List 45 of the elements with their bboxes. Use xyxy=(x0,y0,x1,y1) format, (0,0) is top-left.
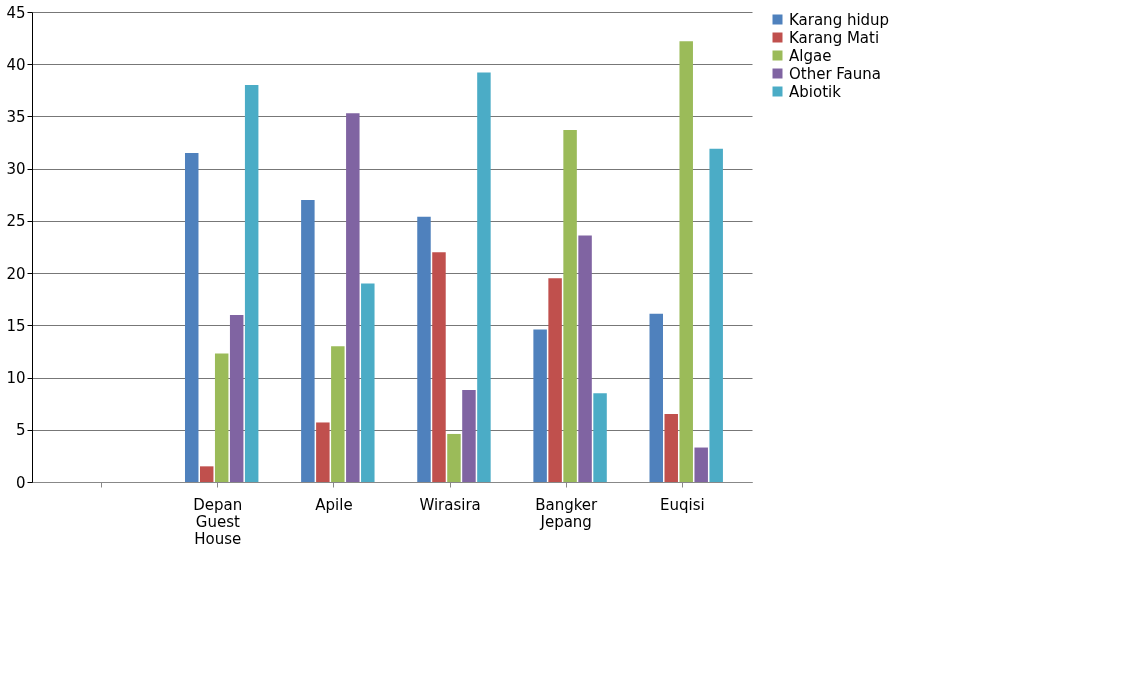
y-tick-label: 45 xyxy=(6,3,26,22)
bar xyxy=(649,313,663,482)
bar xyxy=(709,148,723,482)
bar xyxy=(346,113,360,482)
bar xyxy=(199,466,214,482)
legend-label: Karang Mati xyxy=(789,28,880,47)
y-tick-label: 40 xyxy=(6,55,26,74)
bar xyxy=(447,433,461,482)
bar xyxy=(694,447,708,482)
bar xyxy=(417,216,431,482)
legend-label: Algae xyxy=(789,46,832,65)
bar xyxy=(563,130,577,482)
bar xyxy=(316,422,330,482)
y-tick-label: 15 xyxy=(6,316,26,335)
legend-label: Abiotik xyxy=(789,82,842,101)
y-tick-label: 0 xyxy=(15,473,26,492)
legend-label: Karang hidup xyxy=(789,10,890,29)
bar xyxy=(331,346,345,482)
bar xyxy=(301,200,315,482)
bar xyxy=(578,235,592,482)
x-tick-label: Wirasira xyxy=(419,495,481,514)
x-tick-label: Bangker Jepang xyxy=(535,495,599,531)
bar xyxy=(679,41,693,482)
x-tick-label: Apile xyxy=(315,495,353,514)
bar xyxy=(214,353,229,482)
y-tick-label: 10 xyxy=(6,369,26,388)
y-tick-label: 20 xyxy=(6,264,26,283)
bar xyxy=(462,390,476,482)
bar xyxy=(548,278,562,482)
y-tick-label: 35 xyxy=(6,107,26,126)
legend-label: Other Fauna xyxy=(789,64,882,83)
x-tick-label: Euqisi xyxy=(659,495,705,514)
y-tick-label: 5 xyxy=(15,421,26,440)
bar xyxy=(229,314,244,482)
bar xyxy=(593,393,607,482)
bar xyxy=(244,85,259,482)
bar xyxy=(184,153,199,482)
bar xyxy=(477,72,491,482)
bar xyxy=(432,252,446,482)
bar xyxy=(361,283,375,482)
x-tick-label: Depan Guest House xyxy=(193,495,243,548)
y-tick-label: 30 xyxy=(6,160,26,179)
y-tick-label: 25 xyxy=(6,212,26,231)
bar xyxy=(533,329,547,482)
bar xyxy=(664,414,678,482)
